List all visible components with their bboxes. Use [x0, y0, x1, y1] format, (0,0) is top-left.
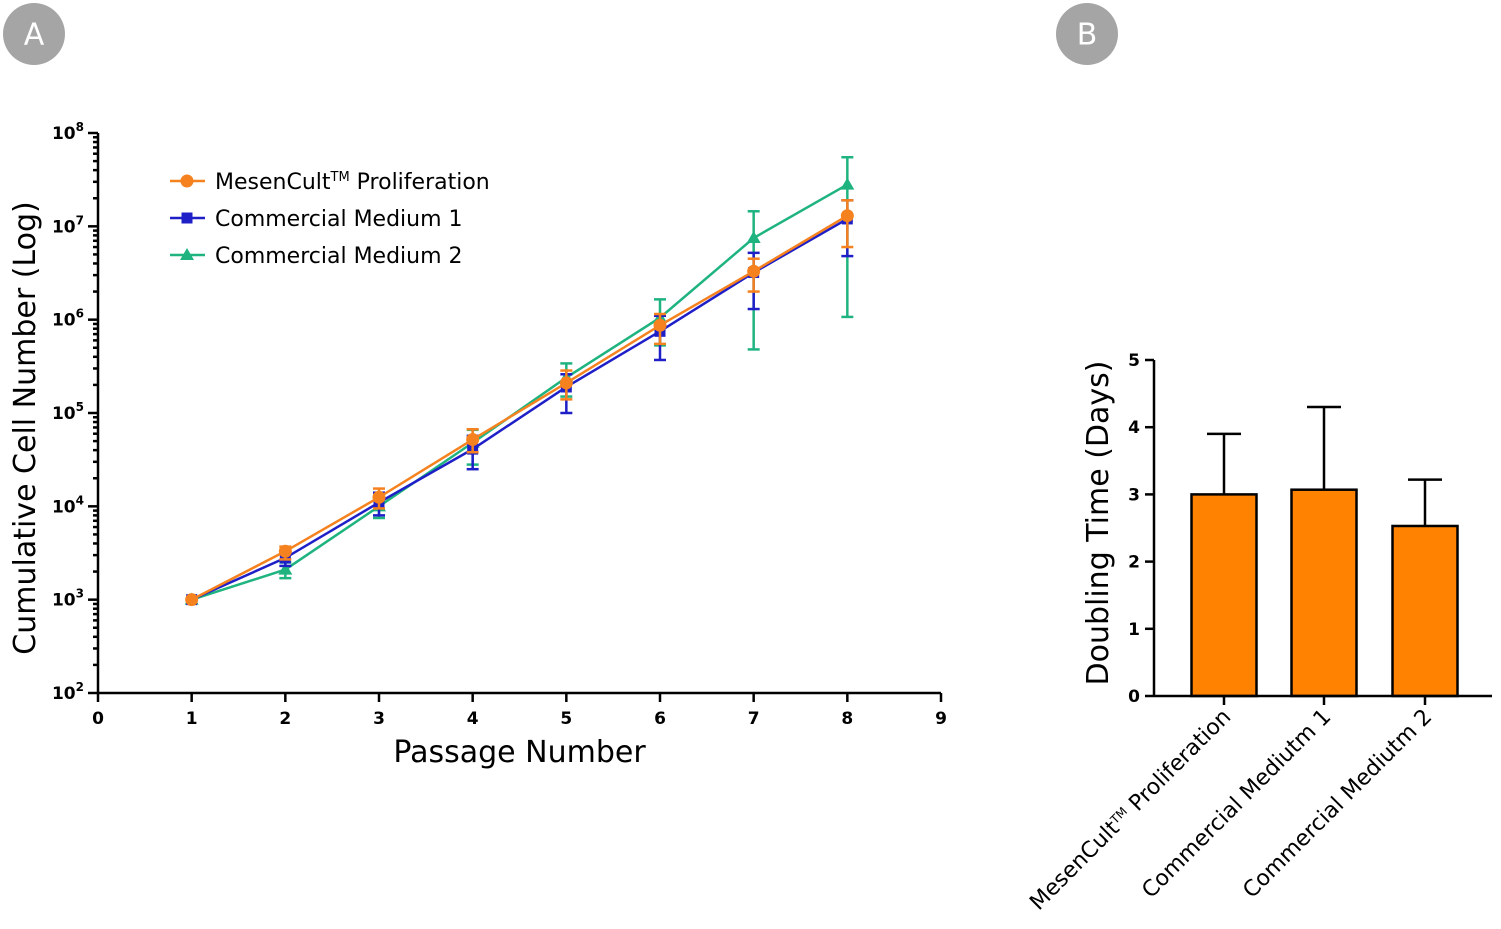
bar-chart-bars [1190, 405, 1459, 698]
data-point [840, 209, 854, 223]
x-category-label: MesenCultTM Proliferation [1025, 705, 1236, 916]
bar-chart-y-axis-title: Doubling Time (Days) [1081, 360, 1116, 685]
bar-2 [1290, 405, 1358, 698]
doubling-time-bar-chart: 0 1 2 3 4 5 MesenCultTM ProliferationCommercia… [1025, 351, 1492, 915]
panel-b-label: B [1077, 18, 1098, 53]
y-tick-label: 104 [52, 493, 84, 517]
panel-b-badge: B [1056, 3, 1118, 65]
line-chart-y-axis-title: Cumulative Cell Number (Log) [8, 201, 43, 654]
data-point [747, 264, 761, 278]
bar-3 [1391, 478, 1459, 698]
series-line [191, 217, 848, 601]
legend-swatch-marker [180, 174, 194, 188]
legend-label: Commercial Medium 2 [215, 244, 463, 269]
panel-a-label: A [24, 18, 45, 53]
x-tick-label: 3 [373, 709, 385, 729]
data-point [559, 376, 573, 390]
x-tick-label: 8 [841, 709, 853, 729]
legend-label: MesenCultTM Proliferation [215, 170, 490, 195]
x-tick-label: 0 [92, 709, 104, 729]
y-tick-label: 107 [52, 213, 84, 237]
data-point [653, 318, 667, 332]
y-tick-label: 105 [52, 400, 84, 424]
x-category-label: Commercial Mediutm 1 [1137, 705, 1336, 904]
y-tick-label: 102 [52, 680, 84, 704]
panel-a-badge: A [3, 3, 65, 65]
y-tick-label: 103 [52, 587, 84, 611]
bar-rect [1190, 493, 1258, 698]
data-point [746, 230, 761, 243]
series-1 [185, 199, 854, 607]
data-point [185, 593, 199, 607]
data-point [278, 562, 293, 575]
y-tick-label: 108 [52, 120, 84, 144]
x-tick-label: 2 [279, 709, 291, 729]
y-tick-label: 5 [1128, 351, 1140, 371]
bar-rect [1391, 524, 1459, 698]
y-tick-label: 106 [52, 307, 84, 331]
legend-label: Commercial Medium 1 [215, 207, 463, 232]
data-point [372, 490, 386, 504]
x-tick-label: 9 [935, 709, 947, 729]
x-tick-label: 1 [186, 709, 198, 729]
bar-1 [1190, 432, 1258, 698]
legend-entry-1: MesenCultTM Proliferation [170, 170, 490, 195]
y-tick-label: 3 [1128, 485, 1140, 505]
y-tick-label: 4 [1128, 418, 1140, 438]
y-tick-label: 0 [1128, 687, 1140, 707]
x-category-label: Commercial Mediutm 2 [1238, 705, 1437, 904]
line-chart-x-axis-title: Passage Number [393, 735, 646, 770]
x-tick-label: 5 [560, 709, 572, 729]
y-tick-label: 2 [1128, 553, 1140, 573]
legend-entry-3: Commercial Medium 2 [170, 244, 463, 269]
line-chart-ticks: 0 1 2 3 4 5 6 7 8 9 102 103 104 105 106 107 108 [52, 120, 947, 729]
error-bar [841, 199, 854, 249]
line-chart-series [184, 155, 855, 607]
legend-swatch-marker [181, 212, 193, 224]
bar-rect [1290, 488, 1358, 698]
x-tick-label: 4 [467, 709, 479, 729]
y-tick-label: 1 [1128, 620, 1140, 640]
growth-line-chart: 0 1 2 3 4 5 6 7 8 9 102 103 104 105 106 107 108 MesenCul… [8, 120, 947, 770]
data-point [840, 177, 855, 190]
legend-swatch-marker [180, 248, 194, 260]
x-tick-label: 7 [748, 709, 760, 729]
legend-entry-2: Commercial Medium 1 [170, 207, 463, 232]
series-line [191, 214, 848, 601]
data-point [466, 433, 480, 447]
line-chart-legend: MesenCultTM Proliferation Commercial Medi… [170, 170, 490, 269]
x-tick-label: 6 [654, 709, 666, 729]
data-point [278, 544, 292, 558]
